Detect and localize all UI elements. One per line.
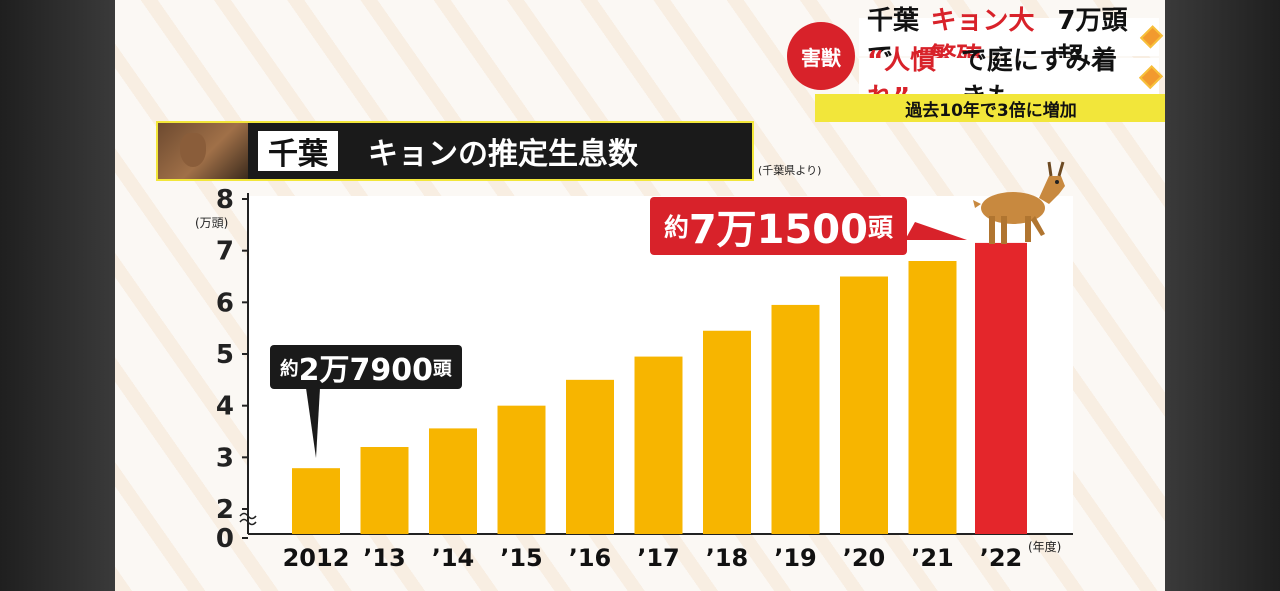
- x-tick-label: ’22: [980, 544, 1023, 572]
- x-tick-label: ’19: [774, 544, 817, 572]
- y-tick-label: 4: [216, 392, 234, 422]
- x-tick-label: ’15: [500, 544, 543, 572]
- source-note: (千葉県より): [758, 164, 822, 177]
- x-tick-label: 2012: [283, 544, 350, 572]
- x-tick-label: ’14: [432, 544, 475, 572]
- x-tick-label: ’13: [363, 544, 406, 572]
- x-tick-label: ’17: [637, 544, 680, 572]
- bar-’21: [908, 261, 957, 534]
- bar-’15: [497, 405, 546, 534]
- y-tick-label: 3: [216, 443, 234, 473]
- right-blurred-edge: [1165, 0, 1280, 591]
- first-callout-value: 2万7900: [298, 353, 433, 388]
- bar-’19: [771, 304, 820, 534]
- y-axis-unit-label: (万頭): [195, 216, 229, 230]
- x-tick-label: ’21: [911, 544, 954, 572]
- bar-’17: [634, 356, 683, 534]
- y-tick-label: 5: [216, 340, 234, 370]
- axis-break-icon: [239, 512, 257, 526]
- bar-’20: [840, 276, 888, 534]
- y-tick-label: 7: [216, 237, 234, 267]
- y-tick-label: 8: [216, 185, 234, 215]
- y-tick-label: 2: [216, 495, 234, 525]
- x-tick-label: ’20: [843, 544, 886, 572]
- deer-photo-thumbnail: [158, 123, 248, 179]
- x-axis-unit-label: (年度): [1028, 540, 1062, 554]
- last-callout-suffix: 頭: [867, 213, 893, 242]
- bar-’16: [566, 379, 614, 534]
- y-tick-label: 6: [216, 288, 234, 318]
- news-graphic-frame: 害獣 千葉で キョン大繁殖 7万頭超 “人慣れ” で庭にすみ着きも 過去10年で…: [115, 0, 1165, 591]
- last-callout-pointer: [905, 222, 967, 240]
- bar-’18: [703, 330, 751, 534]
- headline-subtitle: 過去10年で3倍に増加: [815, 94, 1165, 122]
- bar-chart: 02 3 4 5 6 7 8 2012 ’13 ’14 ’15 ’16 ’17 ’18 ’19 ’20 ’21 ’…: [216, 185, 1073, 572]
- axis-break-stroke: [239, 518, 257, 526]
- x-tick-label: ’16: [569, 544, 612, 572]
- headline-block: 害獣 千葉で キョン大繁殖 7万頭超 “人慣れ” で庭にすみ着きも: [787, 6, 1164, 113]
- bar-’13: [360, 447, 409, 534]
- title-prefecture: 千葉: [258, 131, 338, 172]
- bar-’22: [975, 242, 1027, 534]
- last-year-callout: 約 7万1500 頭: [650, 197, 907, 255]
- x-tick-label: ’18: [706, 544, 749, 572]
- first-callout-suffix: 頭: [432, 358, 452, 380]
- axis-break-stroke: [239, 512, 257, 520]
- first-callout-pointer: [306, 388, 320, 458]
- deer-head-shape: [180, 133, 206, 167]
- y-tick-label: 0: [216, 524, 234, 554]
- bar-’14: [429, 428, 477, 534]
- last-callout-value: 7万1500: [688, 207, 868, 253]
- category-badge: 害獣: [787, 22, 855, 90]
- kyon-deer-icon: [973, 161, 1065, 244]
- chart-title-box: 千葉 キョンの推定生息数: [156, 121, 754, 181]
- first-year-callout: 約 2万7900 頭: [270, 345, 462, 389]
- last-callout-prefix: 約: [664, 213, 689, 242]
- headline-line-1-red: キョン大繁殖: [930, 6, 1035, 73]
- chart-title: キョンの推定生息数: [368, 137, 638, 172]
- first-callout-prefix: 約: [280, 358, 299, 380]
- bar-2012: [292, 468, 340, 534]
- left-blurred-edge: [0, 0, 115, 591]
